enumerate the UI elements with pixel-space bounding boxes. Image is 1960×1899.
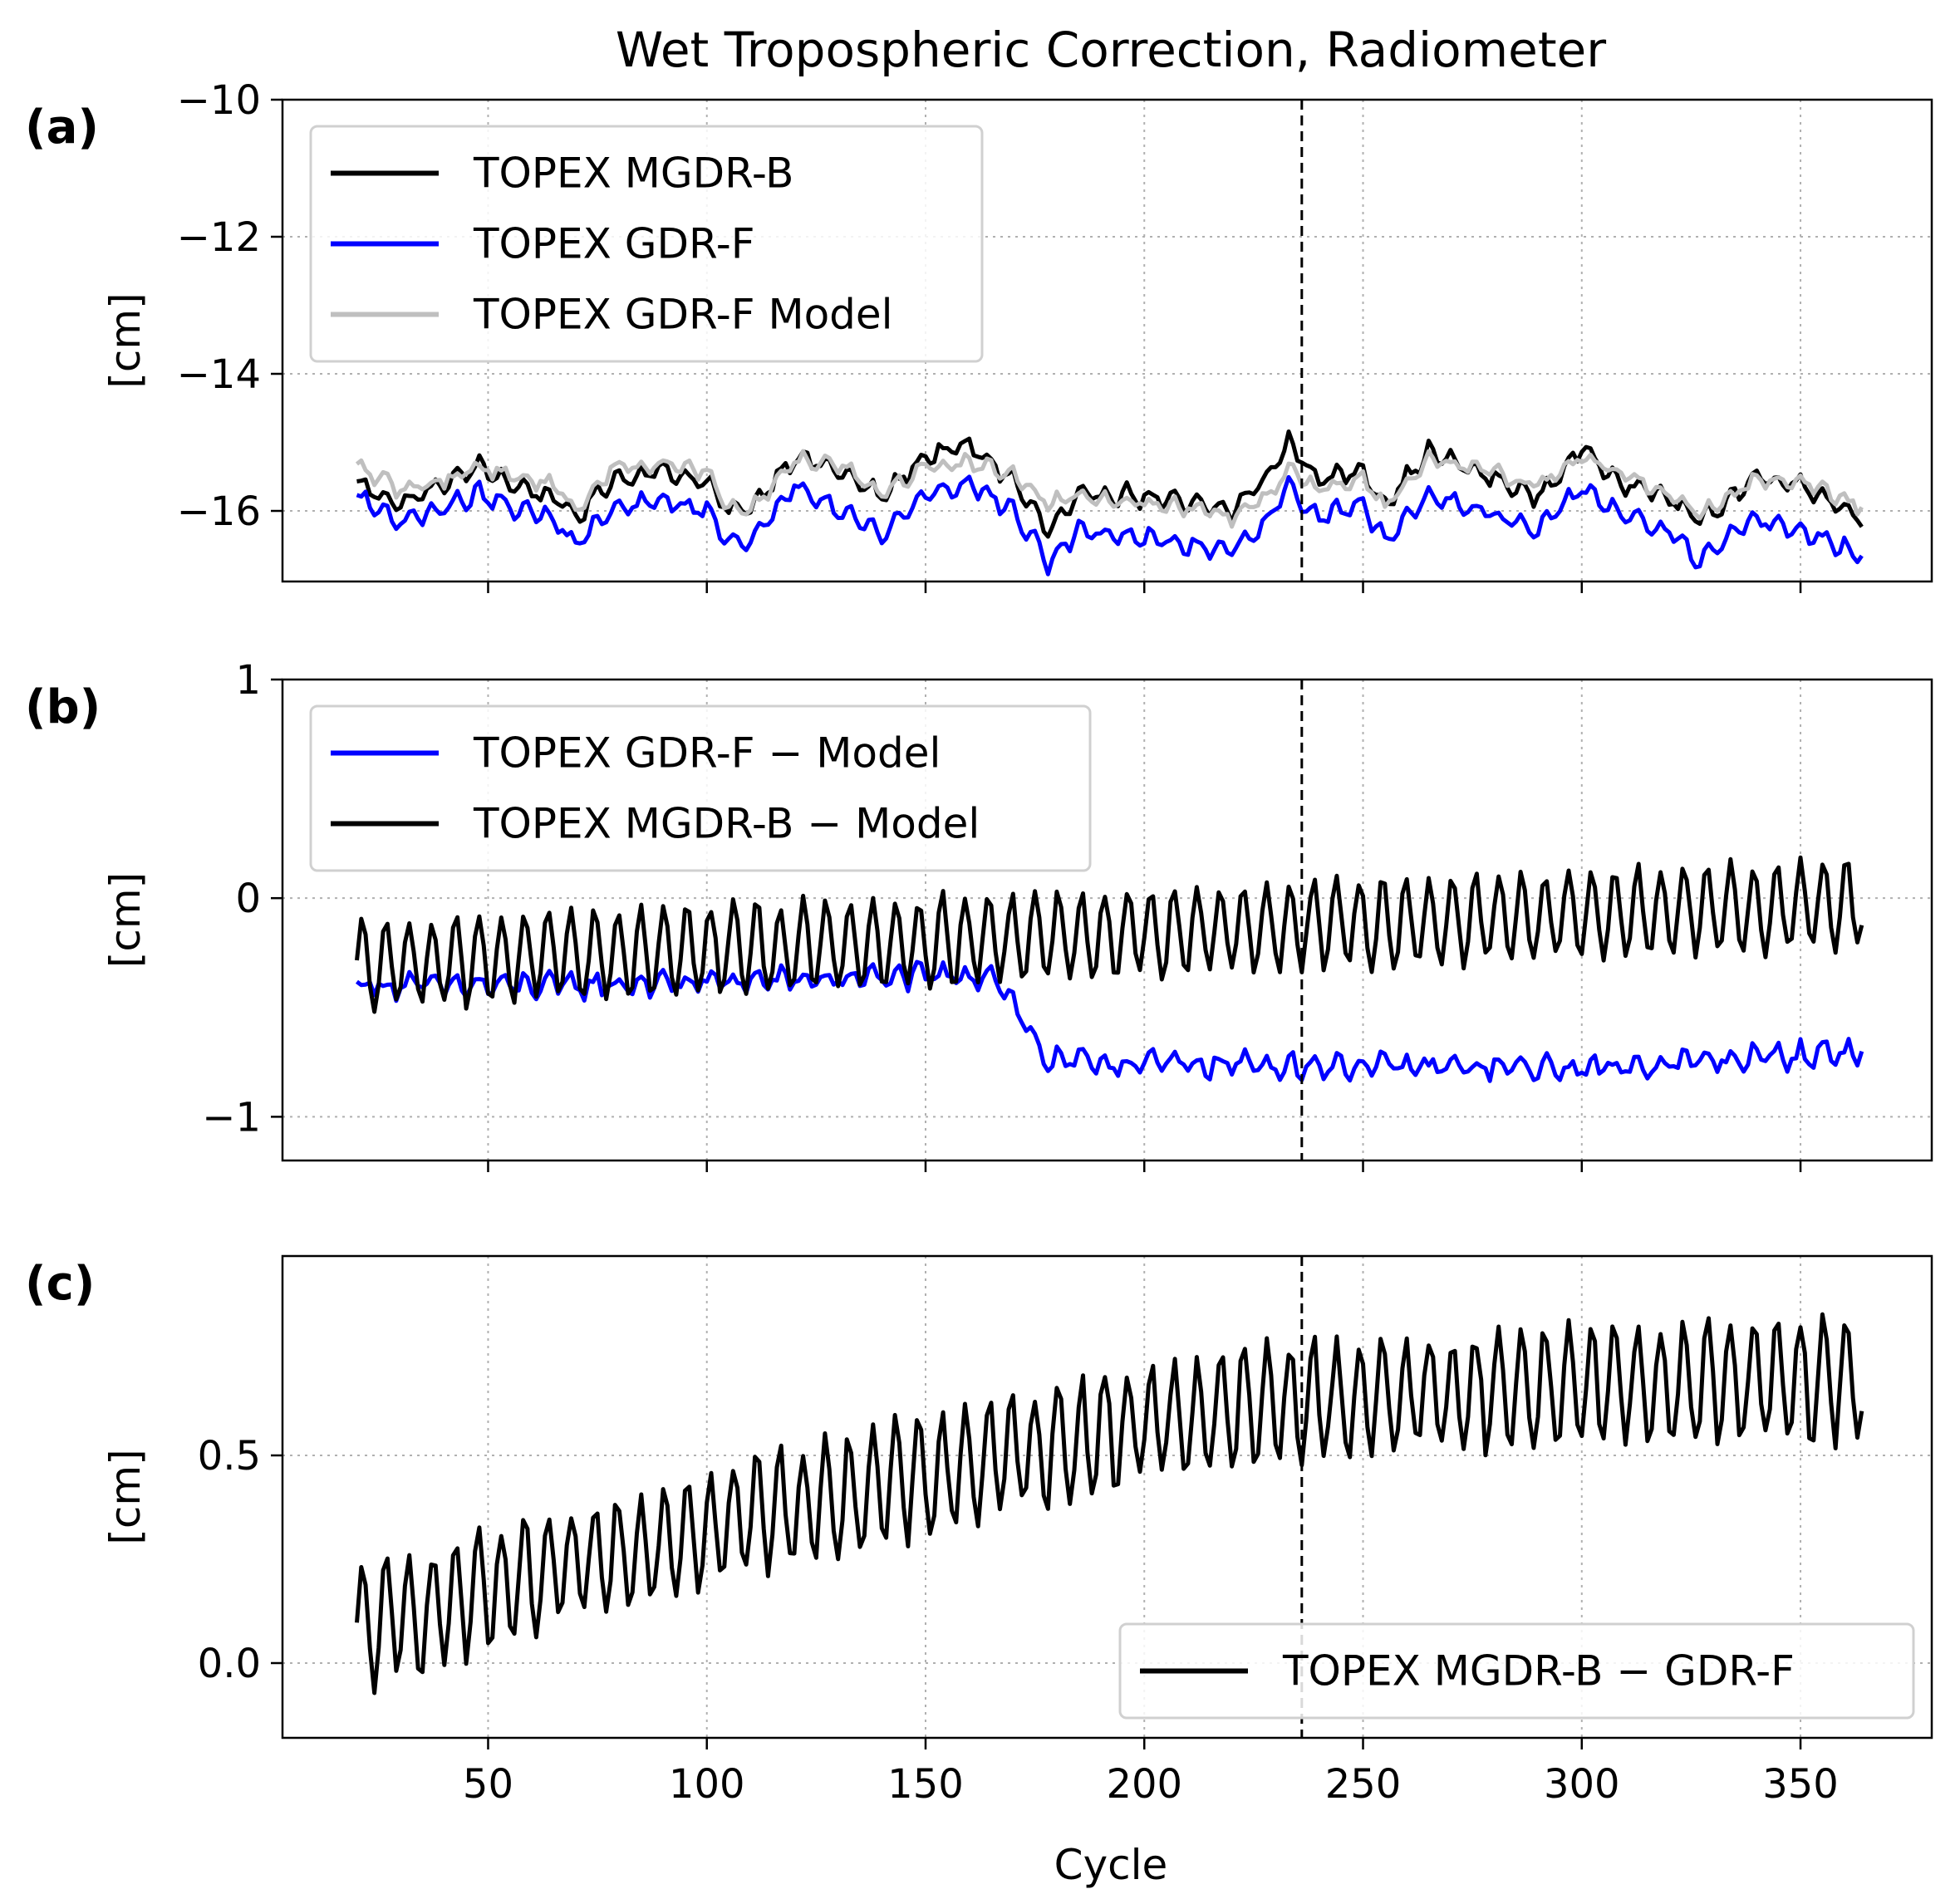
plot-frame [281,98,1933,583]
x-axis-label: Cycle [1054,1841,1168,1889]
panel-b: 1 0 −1 [cm] (b) TOPEX GDR-F − Model TOPEX MGDR… [25,657,1933,1172]
y-tick-label: −12 [177,214,261,261]
series-line-1 [355,1312,1864,1695]
panel-label: (c) [25,1257,95,1311]
series-line-1 [355,959,1864,1083]
y-tick-label: 1 [235,657,261,704]
legend-entry: TOPEX MGDR-B [473,150,793,198]
series-line-3 [355,449,1864,529]
panel-c: 50 100 150 200 250 300 350 0.5 0.0 [cm] (c) TOPEX M… [25,1254,1933,1808]
legend-entry: TOPEX GDR-F [473,220,755,268]
y-axis-label: [cm] [101,872,150,968]
series-line-1 [356,429,1864,539]
plot-frame [281,678,1933,1162]
series-group [355,429,1864,577]
x-tick-label: 200 [1106,1761,1182,1808]
plot-frame [281,1254,1933,1740]
legend-entry: TOPEX GDR-F − Model [473,729,941,778]
y-tick-label: 0.0 [198,1641,261,1687]
chart-title: Wet Tropospheric Correction, Radiometer [616,22,1606,78]
y-tick-label: −16 [177,488,261,535]
legend-entry: TOPEX MGDR-B − Model [473,800,980,848]
x-tick-label: 300 [1544,1761,1620,1808]
legend: TOPEX MGDR-B TOPEX GDR-F TOPEX GDR-F Model [309,125,984,363]
legend: TOPEX MGDR-B − GDR-F [1118,1622,1915,1720]
x-tick-label: 350 [1762,1761,1839,1808]
series-line-2 [355,855,1864,1014]
legend-box [309,125,984,363]
legend: TOPEX GDR-F − Model TOPEX MGDR-B − Model [309,704,1092,872]
series-group [355,1312,1864,1695]
panel-a: −10 −12 −14 −16 [cm] (a) TOPEX MGDR-B TOPEX GDR… [25,77,1933,593]
x-tick-label: 250 [1325,1761,1402,1808]
y-tick-label: −14 [177,351,261,398]
panel-label: (a) [25,101,99,155]
y-tick-label: 0 [235,876,261,922]
series-line-2 [356,474,1864,577]
legend-entry: TOPEX MGDR-B − GDR-F [1282,1647,1795,1695]
y-axis-label: [cm] [101,1449,150,1544]
y-tick-label: −10 [177,77,261,124]
y-tick-label: 0.5 [198,1433,261,1479]
panel-label: (b) [25,680,101,734]
x-tick-label: 150 [887,1761,964,1808]
x-tick-label: 100 [669,1761,745,1808]
y-axis-label: [cm] [101,292,150,388]
legend-box [309,704,1092,872]
legend-box [1118,1622,1915,1720]
y-tick-label: −1 [202,1094,261,1141]
legend-entry: TOPEX GDR-F Model [473,291,893,339]
series-group [355,855,1864,1083]
x-tick-label: 50 [463,1761,513,1808]
